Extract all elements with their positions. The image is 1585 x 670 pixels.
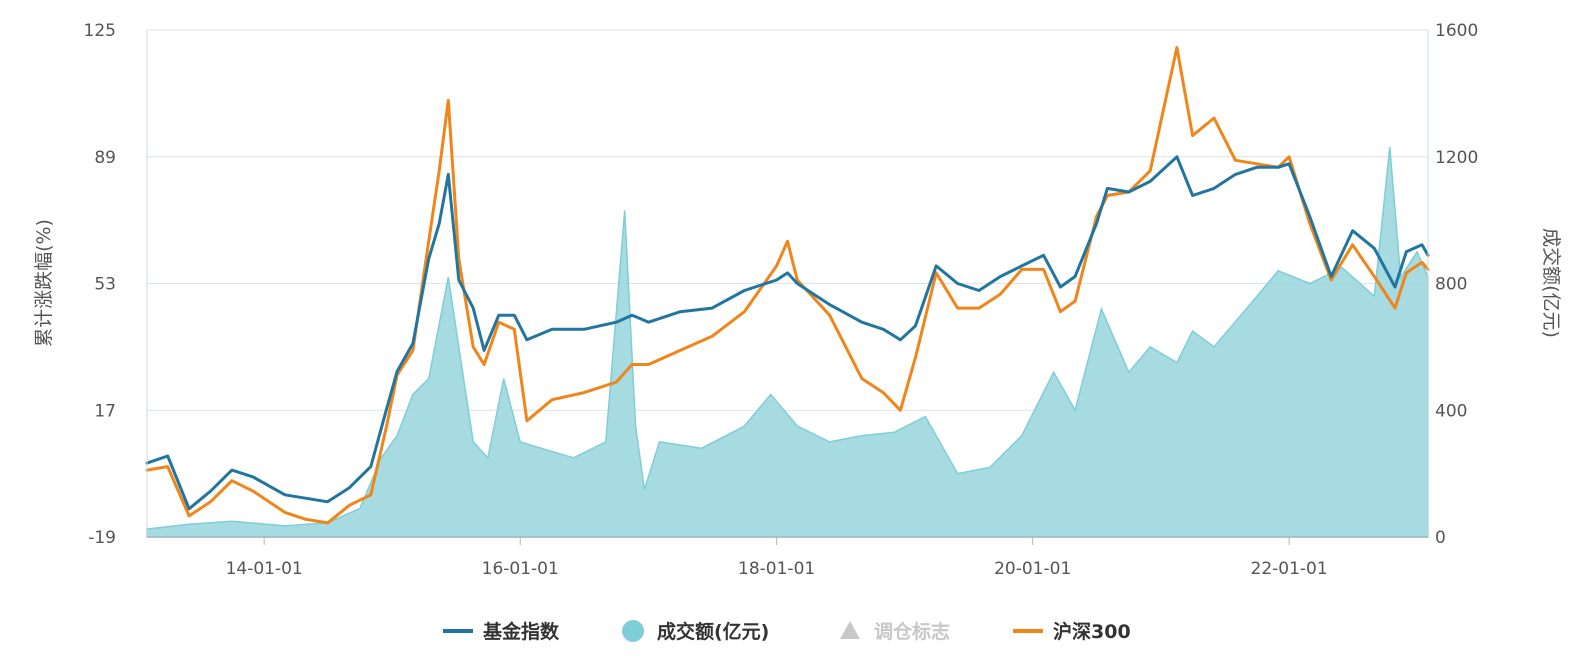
y-right-tick-label: 0 — [1435, 528, 1446, 548]
legend-label: 成交额(亿元) — [657, 620, 769, 643]
hs300-line — [145, 46, 1430, 525]
x-tick-label: 18-01-01 — [738, 559, 815, 579]
fund-index-line — [145, 155, 1430, 511]
y-left-tick-label: 125 — [84, 21, 116, 41]
legend-label: 基金指数 — [482, 620, 560, 643]
legend-item-hs300: 沪深300 — [1013, 620, 1131, 643]
x-tick-label: 22-01-01 — [1251, 559, 1328, 579]
y-left-tick-label: 53 — [94, 275, 116, 295]
legend: 基金指数 成交额(亿元) 调仓标志 沪深300 — [443, 620, 1131, 643]
x-tick-label: 16-01-01 — [482, 559, 559, 579]
y-right-tick-label: 1600 — [1435, 21, 1478, 41]
y-left-tick-label: -19 — [88, 528, 116, 548]
legend-label: 沪深300 — [1053, 620, 1131, 643]
y-left-tick-label: 17 — [94, 401, 116, 421]
y-left-tick-label: 89 — [94, 148, 116, 168]
legend-item-fund-index: 基金指数 — [443, 620, 560, 643]
legend-item-rebalance: 调仓标志 — [840, 620, 950, 643]
right-axis-title: 成交额(亿元) — [1540, 228, 1562, 338]
x-tick-label: 20-01-01 — [994, 559, 1071, 579]
legend-triangle-marker — [840, 621, 860, 639]
line-layer — [145, 46, 1430, 525]
y-right-tick-label: 1200 — [1435, 148, 1478, 168]
volume-area — [146, 147, 1429, 538]
legend-label: 调仓标志 — [874, 620, 950, 643]
left-axis-title: 累计涨跌幅(%) — [33, 219, 55, 347]
legend-circle-marker — [622, 620, 644, 642]
x-tick-label: 14-01-01 — [226, 559, 303, 579]
volume-layer — [146, 147, 1429, 538]
y-right-tick-label: 400 — [1435, 401, 1467, 421]
axis-layer: 125 89 53 17 -19 1600 1200 800 400 0 14-01-01 16-01… — [84, 21, 1479, 579]
legend-item-volume: 成交额(亿元) — [622, 620, 769, 643]
y-right-tick-label: 800 — [1435, 275, 1467, 295]
